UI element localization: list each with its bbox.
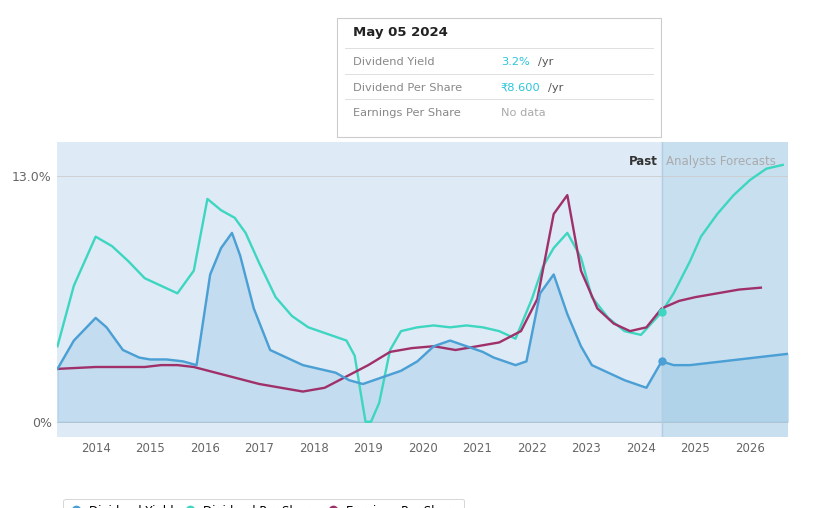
Text: Past: Past (628, 155, 658, 169)
Bar (662, 142, 788, 437)
Text: /yr: /yr (548, 83, 564, 92)
Text: Dividend Yield: Dividend Yield (353, 57, 434, 67)
Text: Analysts Forecasts: Analysts Forecasts (666, 155, 776, 169)
Text: Dividend Per Share: Dividend Per Share (353, 83, 462, 92)
Text: /yr: /yr (538, 57, 553, 67)
Text: ₹8.600: ₹8.600 (501, 83, 540, 92)
Text: No data: No data (501, 108, 545, 118)
Text: Earnings Per Share: Earnings Per Share (353, 108, 461, 118)
Legend: Dividend Yield, Dividend Per Share, Earnings Per Share: Dividend Yield, Dividend Per Share, Earn… (63, 499, 464, 508)
Text: 3.2%: 3.2% (501, 57, 530, 67)
Text: May 05 2024: May 05 2024 (353, 26, 448, 40)
